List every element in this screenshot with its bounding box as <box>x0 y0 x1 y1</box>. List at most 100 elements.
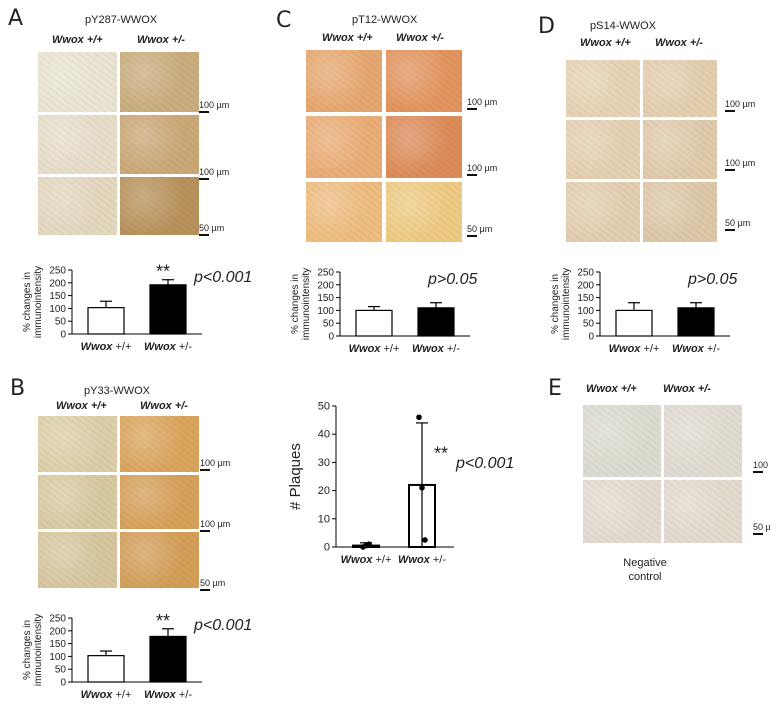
panel-b-scale-2: 100 µm <box>200 519 230 532</box>
y-tick-label: 50 <box>323 319 335 330</box>
p-value: p>0.05 <box>427 271 477 288</box>
panel-c-title: pT12-WWOX <box>352 14 418 26</box>
panel-b-wt-label: Wwox +/+ <box>56 400 107 412</box>
panel-d-title: pS14-WWOX <box>590 20 657 32</box>
panel-letter-a: A <box>8 6 24 31</box>
micrograph-b-het-3 <box>120 532 199 588</box>
micrograph-c-het-3 <box>386 182 462 242</box>
micrograph-e-wt-2 <box>583 480 661 543</box>
panel-c-scale-2: 100 µm <box>467 163 497 176</box>
panel-b-title: pY33-WWOX <box>84 385 151 397</box>
panel-b-scale-3: 50 µm <box>200 578 225 591</box>
bar-wt <box>87 307 125 335</box>
y-tick-label: 250 <box>49 614 66 625</box>
bar-het <box>149 635 187 683</box>
y-tick-label: 250 <box>317 268 334 279</box>
panel-e-het-label: Wwox +/- <box>663 383 711 395</box>
y-tick-label: 200 <box>577 280 594 291</box>
y-axis-label: % changes inimmunointensity <box>22 614 44 686</box>
y-tick-label: 0 <box>60 330 66 341</box>
category-label: Wwox +/- <box>144 341 192 353</box>
panel-c-scale-3: 50 µm <box>467 224 492 237</box>
y-tick-label: 150 <box>49 639 66 650</box>
bar-wt <box>355 309 393 337</box>
panel-d-scale-2: 100 µm <box>725 158 755 171</box>
micrograph-d-het-3 <box>643 182 717 242</box>
y-tick-label: 0 <box>328 332 334 343</box>
bar-het <box>677 307 715 337</box>
panel-c-het-label: Wwox +/- <box>396 32 444 44</box>
micrograph-c-wt-2 <box>306 116 382 178</box>
p-value: p>0.05 <box>687 271 737 288</box>
y-tick-label: 150 <box>577 293 594 304</box>
micrograph-a-wt-2 <box>38 115 117 174</box>
micrograph-a-wt-1 <box>38 52 117 112</box>
y-tick-label: 150 <box>49 291 66 302</box>
micrograph-b-het-2 <box>120 475 199 529</box>
y-tick-label: 50 <box>55 317 67 328</box>
micrograph-c-het-2 <box>386 116 462 178</box>
bar-het <box>417 307 455 337</box>
panel-d-scale-1: 100 µm <box>725 99 755 112</box>
micrograph-e-wt-1 <box>583 405 661 477</box>
panel-e-wt-label: Wwox +/+ <box>586 383 637 395</box>
micrograph-b-wt-2 <box>38 475 117 529</box>
y-axis-label: % changes inimmunointensity <box>290 268 312 340</box>
panel-letter-c: C <box>276 8 292 33</box>
panel-c-scale-1: 100 µm <box>467 97 497 110</box>
y-tick-label: 10 <box>318 513 330 525</box>
panel-e-scale-2: 50 µm <box>753 522 770 535</box>
y-tick-label: 150 <box>317 293 334 304</box>
p-value: p<0.001 <box>193 269 252 286</box>
significance-stars: ** <box>156 262 170 282</box>
panel-a-wt-label: Wwox +/+ <box>52 34 103 46</box>
micrograph-b-wt-1 <box>38 416 117 472</box>
panel-letter-b: B <box>10 376 26 401</box>
significance-stars: ** <box>434 444 448 464</box>
data-point <box>416 414 422 421</box>
y-tick-label: 100 <box>49 304 66 315</box>
bar-het <box>149 284 187 335</box>
micrograph-d-het-1 <box>643 60 717 117</box>
y-tick-label: 100 <box>317 306 334 317</box>
panel-b-het-label: Wwox +/- <box>140 400 188 412</box>
micrograph-a-het-2 <box>120 115 199 174</box>
panel-a-scale-2: 100 µm <box>199 167 229 180</box>
panel-a-scale-1: 100 µm <box>199 100 229 113</box>
y-tick-label: 50 <box>318 401 330 413</box>
y-tick-label: 50 <box>583 319 595 330</box>
bar-wt <box>615 309 653 337</box>
category-label: Wwox +/- <box>144 689 192 701</box>
micrograph-d-het-2 <box>643 120 717 179</box>
micrograph-e-het-2 <box>664 480 742 543</box>
significance-stars: ** <box>156 611 170 631</box>
panel-letter-d: D <box>538 14 555 39</box>
category-label: Wwox +/+ <box>609 343 660 355</box>
data-point <box>366 541 372 547</box>
y-tick-label: 100 <box>49 652 66 663</box>
panel-a-het-label: Wwox +/- <box>137 34 185 46</box>
category-label: Wwox +/+ <box>341 554 392 566</box>
y-axis-label: % changes inimmunointensity <box>550 268 572 340</box>
y-tick-label: 200 <box>49 278 66 289</box>
micrograph-e-het-1 <box>664 405 742 477</box>
y-tick-label: 50 <box>55 665 67 676</box>
panel-d-scale-3: 50 µm <box>725 218 750 231</box>
p-value: p<0.001 <box>455 455 514 472</box>
category-label: Wwox +/+ <box>81 341 132 353</box>
y-tick-label: 200 <box>317 280 334 291</box>
panel-d-wt-label: Wwox +/+ <box>580 37 631 49</box>
category-label: Wwox +/+ <box>81 689 132 701</box>
micrograph-b-wt-3 <box>38 532 117 588</box>
micrograph-c-wt-1 <box>306 50 382 112</box>
y-tick-label: 250 <box>49 266 66 277</box>
y-axis-label: # Plaques <box>287 443 304 510</box>
bar-wt <box>87 655 125 683</box>
panel-d-het-label: Wwox +/- <box>655 37 703 49</box>
category-label: Wwox +/+ <box>349 343 400 355</box>
panel-a-scale-3: 50 µm <box>199 223 224 236</box>
